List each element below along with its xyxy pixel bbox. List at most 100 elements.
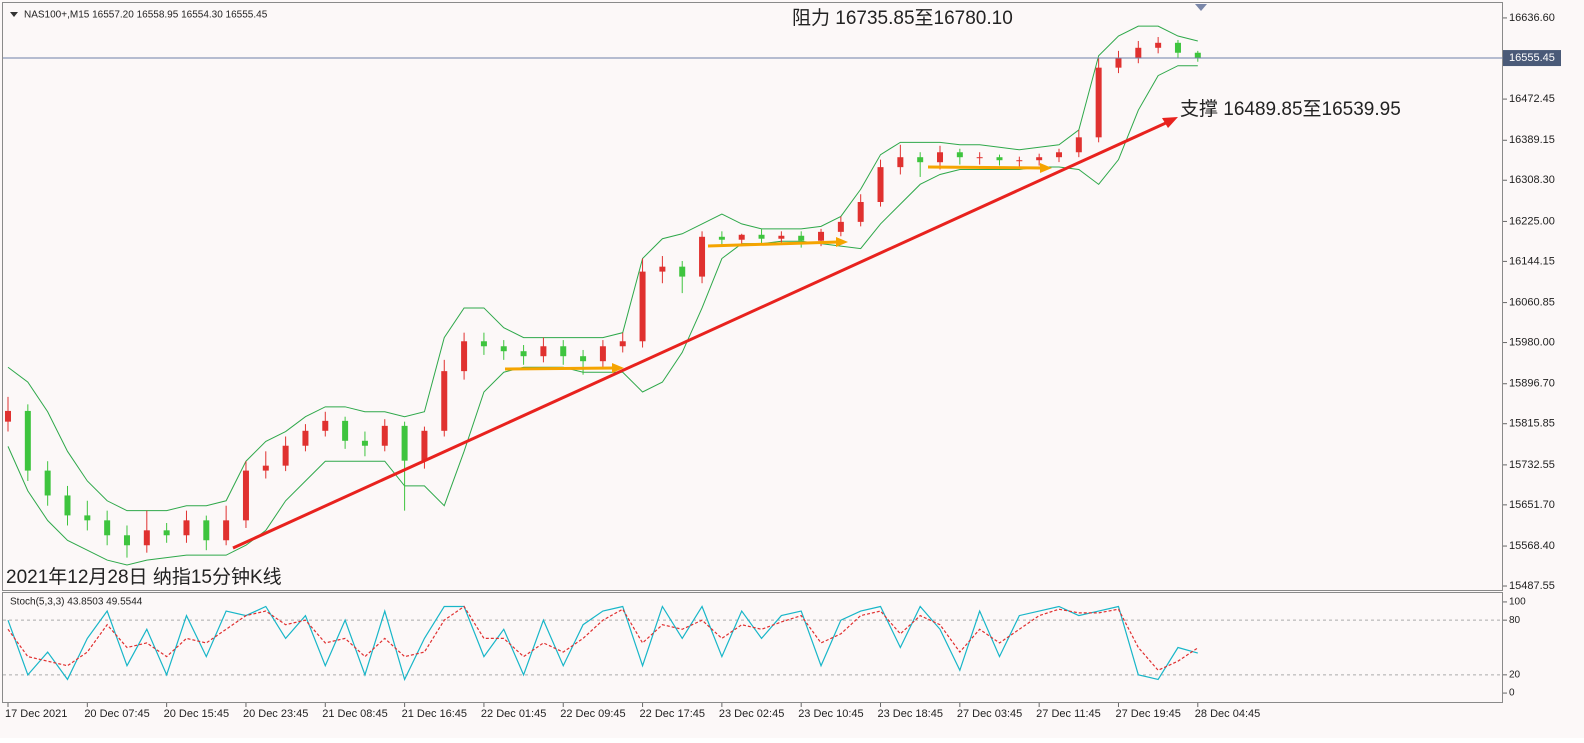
x-tick-label: 23 Dec 18:45: [878, 708, 943, 720]
candle-body: [520, 351, 527, 357]
y-tick-label: 15815.85: [1509, 418, 1555, 430]
candle-body: [639, 271, 646, 342]
x-tick-label: 28 Dec 04:45: [1195, 708, 1260, 720]
x-tick-label: 23 Dec 10:45: [798, 708, 863, 720]
chart-caption: 2021年12月28日 纳指15分钟K线: [6, 566, 282, 588]
trend-line: [232, 120, 1169, 550]
menu-arrow: [10, 12, 18, 17]
candle-body: [956, 152, 963, 158]
y-tick-label: 80: [1509, 615, 1521, 626]
bollinger-band: [7, 65, 1198, 566]
candle-body: [441, 371, 448, 431]
y-tick-label: 100: [1509, 597, 1526, 608]
candle-body: [461, 341, 468, 372]
candle-body: [5, 410, 11, 422]
candle-body: [917, 157, 924, 163]
candle-body: [877, 167, 884, 202]
x-tick-label: 22 Dec 01:45: [481, 708, 546, 720]
y-tick-label: 0: [1509, 688, 1515, 699]
candle-body: [857, 201, 864, 222]
candle-body: [1036, 157, 1043, 161]
range-arrowhead: [836, 237, 848, 247]
candle-body: [937, 152, 944, 163]
price-pane: [2, 2, 1503, 591]
y-tick-label: 16472.45: [1509, 93, 1555, 105]
y-tick-label: 15568.40: [1509, 540, 1555, 552]
candle-body: [897, 157, 904, 168]
stoch-line: [7, 605, 1199, 672]
x-tick-label: 27 Dec 11:45: [1036, 708, 1101, 720]
candle-body: [84, 515, 91, 521]
stoch-line: [7, 605, 1198, 682]
candle-body: [342, 420, 349, 441]
x-tick-label: 21 Dec 08:45: [322, 708, 387, 720]
y-tick-label: 15896.70: [1509, 378, 1555, 390]
candle-body: [1055, 152, 1062, 158]
candle-body: [1016, 160, 1023, 162]
current-price-label: 16555.45: [1509, 52, 1555, 64]
x-tick-label: 20 Dec 15:45: [164, 708, 229, 720]
candle-body: [183, 520, 190, 536]
stoch-pane: [2, 592, 1503, 703]
y-tick-label: 15732.55: [1509, 459, 1555, 471]
x-tick-label: 27 Dec 19:45: [1115, 708, 1180, 720]
current-price-box: [1503, 50, 1561, 67]
candle-body: [580, 356, 587, 362]
candle-body: [758, 234, 765, 239]
y-tick-label: 16389.15: [1509, 134, 1555, 146]
candle-body: [679, 266, 686, 277]
candle-body: [104, 520, 111, 536]
y-tick-label: 20: [1509, 669, 1521, 680]
candle-body: [778, 235, 785, 239]
x-tick-label: 20 Dec 23:45: [243, 708, 308, 720]
x-tick-label: 20 Dec 07:45: [84, 708, 149, 720]
x-tick-label: 17 Dec 2021: [5, 708, 67, 720]
candle-body: [361, 440, 368, 446]
y-tick-label: 16308.30: [1509, 174, 1555, 186]
y-tick-label: 15980.00: [1509, 336, 1555, 348]
candle-body: [699, 236, 706, 277]
candle-body: [540, 346, 547, 357]
candle-body: [24, 410, 31, 471]
candle-body: [560, 346, 567, 357]
candle-body: [718, 236, 725, 240]
y-tick-label: 16225.00: [1509, 215, 1555, 227]
candle-body: [996, 157, 1003, 161]
range-arrowhead: [1040, 163, 1052, 173]
candle-body: [223, 520, 230, 541]
candle-body: [123, 535, 130, 546]
candle-body: [976, 157, 983, 159]
x-tick-label: 23 Dec 02:45: [719, 708, 784, 720]
candle-body: [1155, 42, 1162, 48]
y-tick-label: 15487.55: [1509, 580, 1555, 592]
y-tick-label: 16144.15: [1509, 255, 1555, 267]
x-tick-label: 21 Dec 16:45: [402, 708, 467, 720]
trend-arrowhead: [1162, 117, 1178, 128]
candle-body: [619, 341, 626, 347]
bollinger-band: [7, 25, 1198, 512]
x-tick-label: 22 Dec 17:45: [640, 708, 705, 720]
candle-body: [480, 341, 487, 347]
candle-body: [1135, 47, 1142, 58]
range-arrow: [504, 366, 616, 371]
candle-body: [44, 470, 51, 496]
candle-body: [262, 465, 269, 471]
candle-body: [322, 420, 329, 431]
candle-body: [282, 445, 289, 466]
candle-body: [381, 425, 388, 446]
range-arrowhead: [612, 363, 624, 373]
range-arrow: [927, 165, 1043, 170]
candle-body: [1115, 57, 1122, 68]
candle-body: [500, 346, 507, 352]
candle-body: [837, 221, 844, 232]
candle-body: [738, 234, 745, 240]
range-arrow: [707, 240, 839, 248]
candle-body: [599, 346, 606, 362]
x-tick-label: 22 Dec 09:45: [560, 708, 625, 720]
y-tick-label: 16636.60: [1509, 12, 1555, 24]
y-tick-label: 15651.70: [1509, 499, 1555, 511]
candle-body: [798, 235, 805, 241]
candle-body: [818, 231, 825, 241]
candle-body: [1174, 42, 1181, 53]
